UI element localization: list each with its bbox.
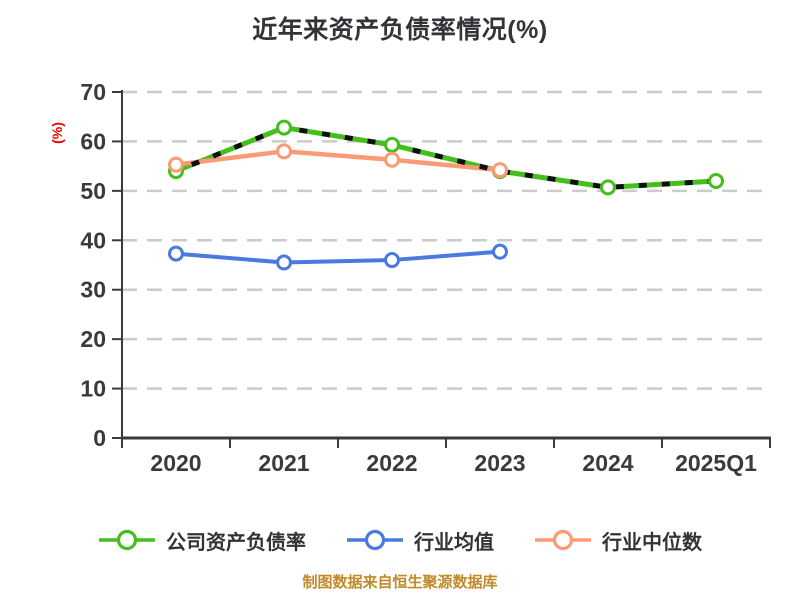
y-tick-label-60: 60	[80, 128, 106, 154]
x-tick-label-2022: 2022	[366, 450, 417, 476]
y-tick-label-0: 0	[93, 425, 106, 451]
company-ratio-point-2021	[276, 119, 292, 136]
y-tick-label-20: 20	[80, 326, 106, 352]
data-source-note: 制图数据来自恒生聚源数据库	[302, 574, 498, 591]
industry-mean-point-2020	[168, 245, 184, 262]
x-tick-label-2023: 2023	[474, 450, 525, 476]
company-ratio-point-2022	[384, 136, 400, 153]
legend-item-industry-mean: 行业均值	[346, 525, 494, 555]
legend-marker-company-ratio-icon	[99, 529, 155, 551]
industry-mean-point-2022	[384, 252, 400, 269]
industry-median-point-2020	[168, 156, 184, 173]
x-tick-label-2024: 2024	[582, 450, 633, 476]
y-tick-label-10: 10	[80, 376, 106, 402]
legend-marker-industry-mean-icon	[347, 529, 403, 551]
legend-label-industry-median: 行业中位数	[602, 531, 702, 554]
industry-mean-point-2023	[492, 243, 508, 260]
legend-item-company-ratio: 公司资产负债率	[98, 525, 306, 555]
company-ratio-point-2025Q1	[708, 172, 724, 189]
legend-item-industry-median: 行业中位数	[534, 525, 702, 555]
y-tick-label-50: 50	[80, 178, 106, 204]
legend-marker-industry-median-icon	[535, 529, 591, 551]
chart-title: 近年来资产负债率情况(%)	[252, 16, 548, 44]
industry-median-point-2022	[384, 151, 400, 168]
legend-label-company-ratio: 公司资产负债率	[166, 531, 306, 554]
industry-median-line	[173, 149, 503, 173]
y-axis-label: (%)	[49, 122, 65, 144]
y-tick-label-70: 70	[80, 79, 106, 105]
company-ratio-line	[173, 125, 719, 190]
company-ratio-point-2024	[600, 179, 616, 196]
industry-median-point-2021	[276, 143, 292, 160]
x-tick-label-2020: 2020	[150, 450, 201, 476]
industry-median-point-2023	[492, 162, 508, 179]
y-tick-label-30: 30	[80, 277, 106, 303]
industry-mean-point-2021	[276, 254, 292, 271]
industry-mean-line	[174, 249, 502, 265]
y-tick-label-40: 40	[80, 227, 106, 253]
legend: 公司资产负债率 行业均值 行业中位数	[0, 518, 800, 562]
x-tick-label-2025Q1: 2025Q1	[675, 450, 757, 476]
x-tick-label-2021: 2021	[258, 450, 309, 476]
legend-label-industry-mean: 行业均值	[414, 531, 494, 554]
